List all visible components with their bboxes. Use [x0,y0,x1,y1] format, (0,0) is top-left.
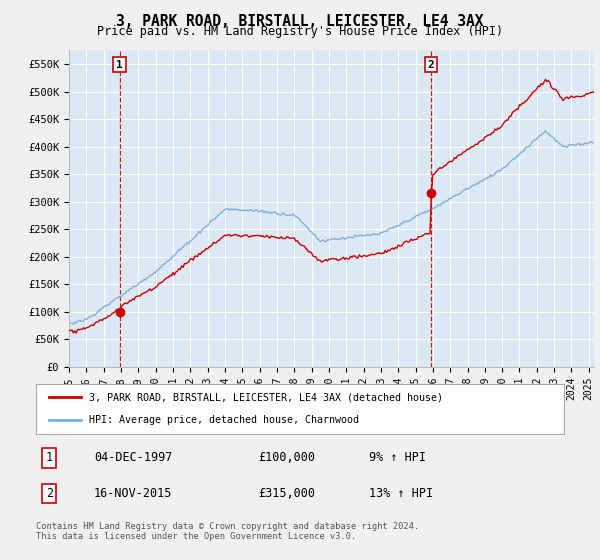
Text: 04-DEC-1997: 04-DEC-1997 [94,451,172,464]
Text: 1: 1 [46,451,53,464]
Text: Contains HM Land Registry data © Crown copyright and database right 2024.
This d: Contains HM Land Registry data © Crown c… [36,522,419,542]
Text: Price paid vs. HM Land Registry's House Price Index (HPI): Price paid vs. HM Land Registry's House … [97,25,503,38]
Text: 2: 2 [427,59,434,69]
Text: HPI: Average price, detached house, Charnwood: HPI: Average price, detached house, Char… [89,416,359,426]
Text: 3, PARK ROAD, BIRSTALL, LEICESTER, LE4 3AX: 3, PARK ROAD, BIRSTALL, LEICESTER, LE4 3… [116,14,484,29]
Text: 13% ↑ HPI: 13% ↑ HPI [368,487,433,500]
Text: £100,000: £100,000 [258,451,315,464]
Text: £315,000: £315,000 [258,487,315,500]
Text: 16-NOV-2015: 16-NOV-2015 [94,487,172,500]
Text: 9% ↑ HPI: 9% ↑ HPI [368,451,425,464]
Text: 3, PARK ROAD, BIRSTALL, LEICESTER, LE4 3AX (detached house): 3, PARK ROAD, BIRSTALL, LEICESTER, LE4 3… [89,392,443,402]
Text: 2: 2 [46,487,53,500]
Text: 1: 1 [116,59,123,69]
